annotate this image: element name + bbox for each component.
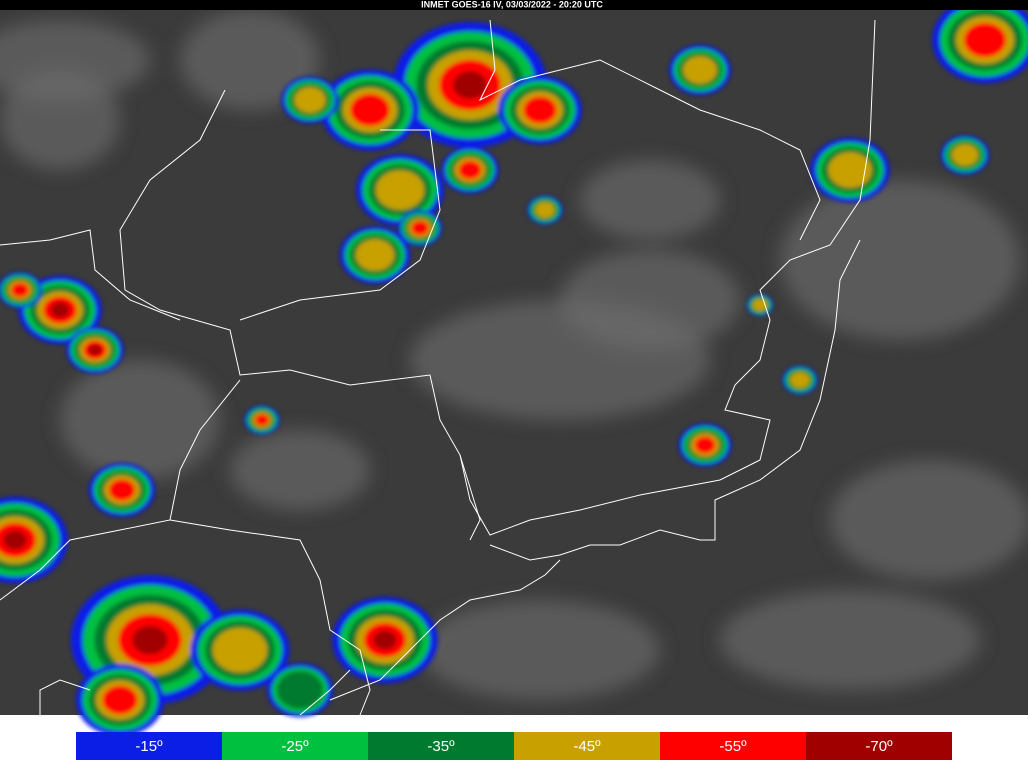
- legend-label: -35º: [427, 738, 455, 755]
- borders: [0, 19, 876, 716]
- storm-ring: [294, 87, 326, 113]
- cloud: [830, 460, 1028, 580]
- storm-ring: [694, 436, 716, 454]
- storm-ring: [88, 344, 102, 356]
- storm-ring: [50, 302, 70, 318]
- legend-swatch: [514, 732, 660, 760]
- storm-ring: [355, 239, 395, 271]
- legend-swatch: [806, 732, 952, 760]
- cloud: [230, 430, 370, 510]
- storm-ring: [373, 630, 397, 650]
- storm-ring: [108, 479, 136, 501]
- header-title: INMET GOES-16 IV, 03/03/2022 - 20:20 UTC: [421, 0, 603, 9]
- storm-ring: [3, 530, 27, 550]
- legend: -15º -25º -35º -45º -55º -70º: [76, 732, 952, 760]
- storm-ring: [276, 671, 324, 709]
- storm-ring: [828, 152, 872, 188]
- cloud: [420, 600, 660, 700]
- legend-swatch: [368, 732, 514, 760]
- legend-swatch: [660, 732, 806, 760]
- cloud: [720, 590, 980, 690]
- cloud: [0, 70, 120, 170]
- storm-ring: [132, 625, 168, 655]
- storm-ring: [102, 685, 138, 715]
- cloud: [560, 250, 740, 350]
- legend-swatch: [222, 732, 368, 760]
- storm-ring: [11, 282, 29, 298]
- legend-swatch: [76, 732, 222, 760]
- legend-label: -45º: [573, 738, 601, 755]
- legend-label: -70º: [865, 738, 893, 755]
- storm-ring: [523, 96, 557, 124]
- storm-ring: [951, 144, 979, 166]
- storm-ring: [350, 93, 390, 127]
- storm-ring: [453, 71, 487, 99]
- storm-ring: [963, 22, 1007, 58]
- storm-ring: [212, 627, 268, 673]
- storm-layer: [0, 0, 1028, 736]
- cloud: [180, 10, 320, 110]
- cloud: [780, 180, 1020, 340]
- cloud: [60, 360, 220, 480]
- legend-label: -25º: [281, 738, 309, 755]
- storm-ring: [411, 220, 429, 236]
- storm-ring: [254, 414, 270, 426]
- storm-ring: [458, 160, 482, 180]
- header-bar: [0, 0, 1028, 10]
- legend-label: -55º: [719, 738, 747, 755]
- storm-ring: [790, 372, 810, 388]
- storm-ring: [535, 202, 555, 218]
- storm-ring: [375, 170, 425, 210]
- storm-ring: [683, 56, 717, 84]
- cloud: [580, 160, 720, 240]
- legend-label: -15º: [135, 738, 163, 755]
- cloud-layer: [0, 10, 1028, 700]
